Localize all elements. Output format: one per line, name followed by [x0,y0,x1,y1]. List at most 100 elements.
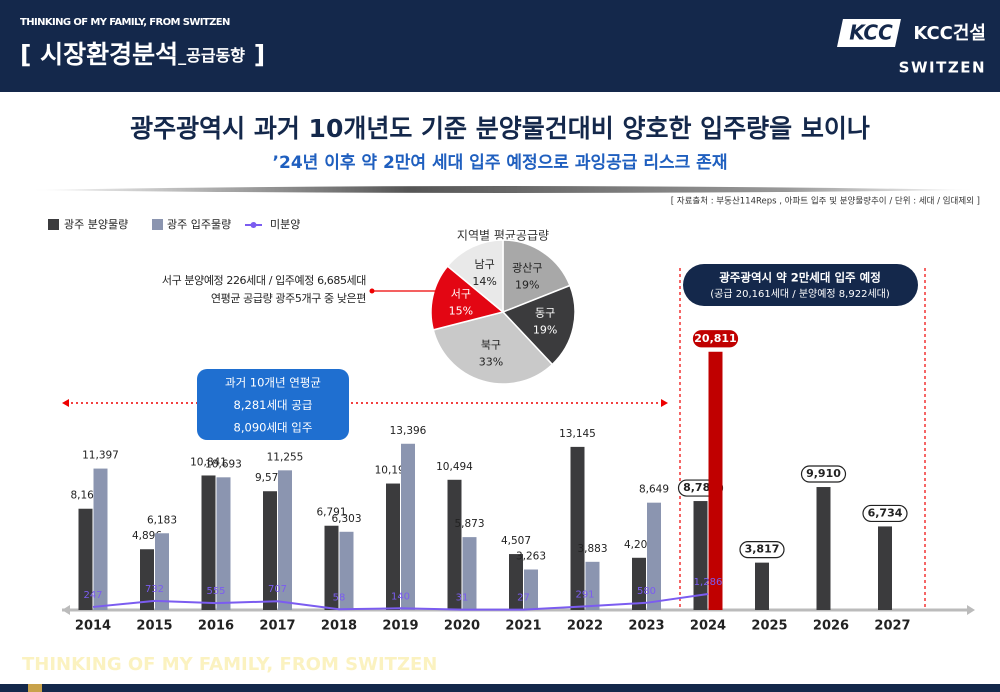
pie-value-label: 19% [533,323,557,336]
line-value-label: 732 [145,584,164,595]
callout-dot [369,288,375,294]
pie-slice [502,239,571,314]
bar [78,508,93,610]
bar [155,533,169,610]
value-label: 3,883 [577,543,607,555]
forecast-note: 광주광역시 약 2만세대 입주 예정 [719,271,881,285]
x-tick-label: 2020 [444,619,480,634]
line-value-label: 291 [575,589,594,600]
bar [647,502,661,610]
bar [462,537,477,610]
value-label-box [692,330,739,348]
x-tick-label: 2016 [198,619,234,634]
source: [ 자료출처 : 부동산114Reps , 아파트 입주 및 분양물량추이 / … [671,196,980,207]
value-label: 8,649 [639,484,669,496]
pie-label: 서구 [451,288,471,301]
value-label: 10,693 [205,458,242,470]
bar [878,526,892,610]
line-value-label: 58 [333,592,346,603]
value-label: 8,161 [70,490,100,502]
bar [93,468,108,610]
headline: 광주광역시 과거 10개년도 기준 분양물건대비 양호한 입주량을 보이나 [130,114,870,143]
brand: SWITZEN [899,59,986,77]
tagline: THINKING OF MY FAMILY, FROM SWITZEN [20,17,230,28]
footer-text: THINKING OF MY FAMILY, FROM SWITZEN [22,654,437,675]
value-label-box [862,504,908,523]
pie-slice [430,265,505,331]
forecast-box [683,264,918,306]
line-value-label: 580 [637,586,656,597]
pie-slice [432,311,554,385]
logo-mark: KCC [849,21,893,45]
bar [201,475,216,610]
legend-label: 미분양 [270,218,300,231]
x-tick-label: 2024 [690,619,726,634]
value-label: 6,303 [331,513,361,525]
pie-title: 지역별 평균공급량 [457,229,549,243]
value-label: 11,255 [267,451,304,463]
x-tick-label: 2022 [567,619,603,634]
value-label: 9,910 [806,467,841,480]
value-label-box [800,465,847,483]
bar [278,470,292,610]
value-label: 3,817 [745,543,780,556]
value-label: 4,896 [132,530,162,542]
line-value-label: 555 [206,586,225,597]
bar [401,443,415,610]
bar [585,561,600,610]
bar [632,557,646,610]
value-label: 6,183 [147,514,177,526]
bar [263,491,277,610]
bar [386,483,400,610]
history-note: 8,281세대 공급 [234,398,313,412]
value-label: 6,734 [868,506,903,519]
value-label: 3,263 [516,551,546,563]
bar [509,554,523,610]
value-label-box [739,541,785,559]
history-note: 8,090세대 입주 [234,421,313,435]
bar [816,487,831,610]
section-close: ] [245,40,265,69]
x-tick-label: 2018 [321,619,357,634]
x-tick-label: 2015 [136,619,172,634]
bar [339,531,354,610]
pie-value-label: 33% [479,355,503,368]
section-title: [ 시장환경분석_공급동향 ] [20,40,265,69]
value-label: 4,208 [624,539,654,551]
line-value-label: 140 [391,591,410,602]
pie-label: 남구 [474,258,494,271]
value-label: 4,507 [501,535,531,547]
pie-label: 동구 [535,306,555,319]
pie-value-label: 14% [472,275,496,288]
legend-swatch [152,219,163,230]
x-tick-label: 2025 [751,619,787,634]
x-tick-label: 2026 [813,619,849,634]
legend-dot [250,222,257,228]
line-value-label: 27 [517,593,530,604]
history-note: 과거 10개년 연평균 [225,376,321,390]
bar [755,562,769,610]
legend-swatch [48,219,59,230]
pie-note: 연평균 공급량 광주5개구 중 낮은편 [211,292,366,305]
value-label: 6,791 [316,507,346,519]
footer-accent [28,684,42,692]
legend-label: 광주 입주물량 [167,218,231,231]
section-sub: _공급동향 [178,46,245,65]
bar [693,501,708,610]
bar [140,549,154,610]
pie-slice [501,284,576,366]
value-label: 9,571 [255,472,285,484]
value-label: 13,145 [559,428,596,440]
x-tick-label: 2027 [874,619,910,634]
history-box [197,369,349,440]
logo-mark-box [837,19,901,47]
pie-note: 서구 분양예정 226세대 / 입주예정 6,685세대 [162,274,366,287]
line-value-label: 1,286 [694,577,723,588]
value-label: 10,494 [436,461,473,473]
bar [324,525,339,610]
x-tick-label: 2021 [505,619,541,634]
legend-label: 광주 분양물량 [64,218,128,231]
forecast-note: (공급 20,161세대 / 분양예정 8,922세대) [710,288,890,300]
bar [447,479,462,610]
